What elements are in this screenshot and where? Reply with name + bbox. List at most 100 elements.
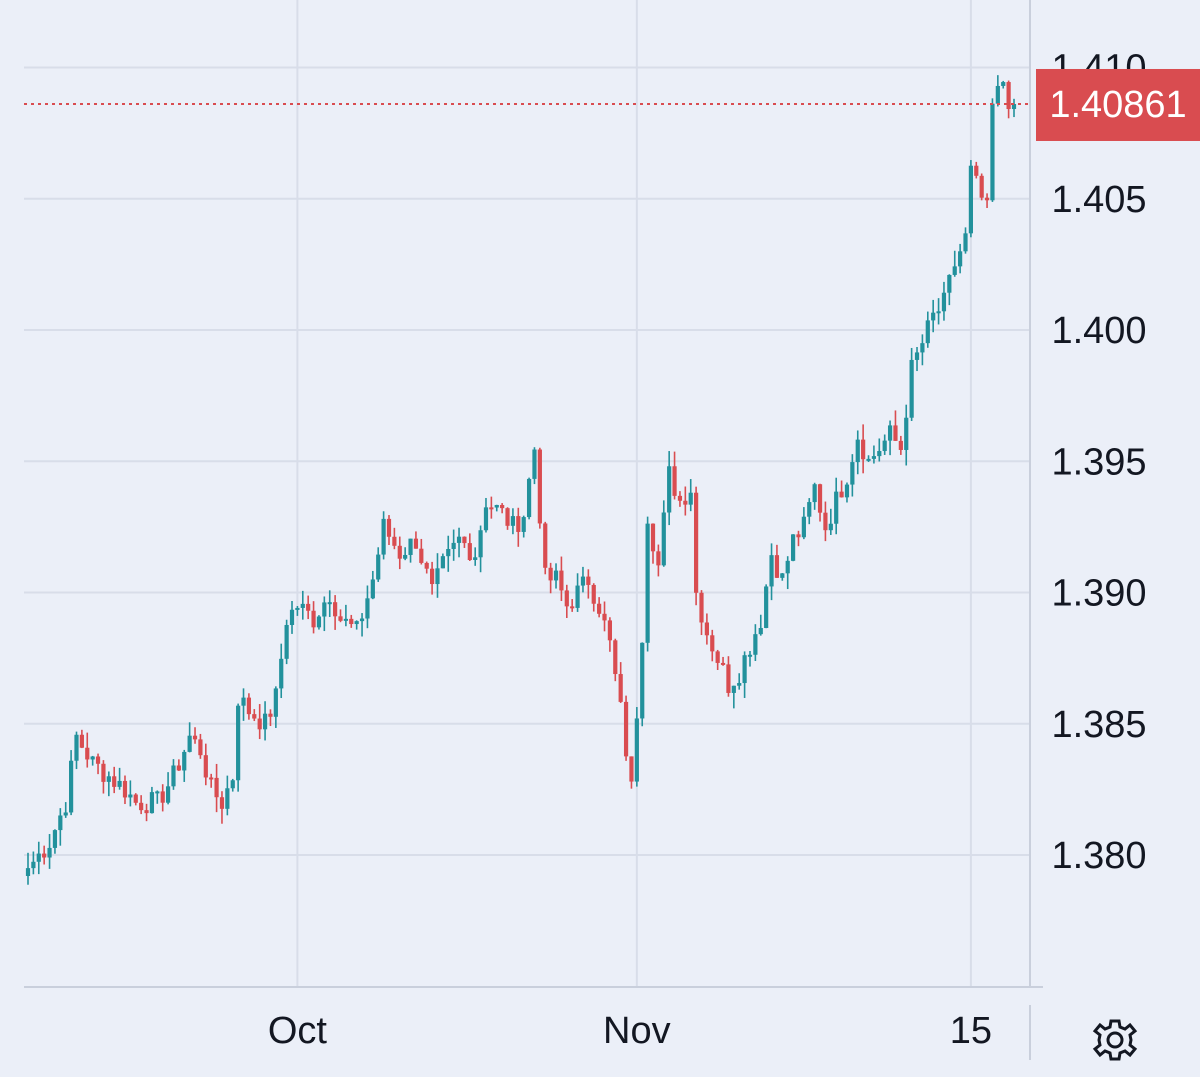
candle [958,243,963,274]
candle-body [408,538,413,555]
candle-body [586,576,591,585]
candle [69,750,74,816]
candle-body [311,610,316,628]
candle [543,521,548,575]
candle-body [203,755,208,778]
candle-body [155,791,160,794]
candle [790,534,796,562]
candle-body [559,570,564,591]
grid [24,0,1030,987]
candle-body [613,640,618,675]
candle [699,590,704,636]
x-tick-label: 15 [950,1010,992,1052]
candle-body [634,718,639,782]
candle-body [667,466,672,513]
candle-body [419,548,424,563]
candle-body [85,747,90,760]
candle-body [392,536,397,546]
candle [694,486,699,606]
candle-body [354,621,359,625]
candle [236,703,241,792]
candle-body [521,517,526,532]
candle-body [828,523,833,531]
candle-body [677,495,683,501]
candle-body [597,603,602,614]
candle-body [887,425,893,441]
candle [623,695,629,761]
candle-body [473,557,478,560]
candle [214,763,219,813]
candle [435,553,440,598]
candle [376,547,381,582]
candle-body [731,685,736,693]
candle-body [176,765,181,771]
candle-body [106,776,111,782]
candle [877,438,882,462]
candle-body [925,320,930,344]
candle-body [413,538,419,549]
candle [979,173,984,201]
candle-body [268,713,273,717]
candle [731,685,736,709]
candle [359,613,365,637]
candle-body [117,780,122,787]
candle [548,562,553,594]
candle-body [365,598,370,619]
candle-body [979,175,984,198]
settings-button[interactable] [1092,1019,1138,1061]
candle [165,772,171,805]
candle [785,556,790,590]
candle [688,479,693,512]
candle-body [300,603,305,608]
candle-body [984,197,990,201]
candle-body [192,735,198,740]
candle [338,609,343,623]
candle [564,584,569,619]
candle-body [726,664,731,693]
candle [47,834,52,869]
candle-body [817,484,823,513]
candle-body [672,466,677,496]
candle-body [101,763,106,782]
candle-body [128,794,133,798]
candle [349,614,354,628]
candle-body [42,853,47,858]
candle-body [920,343,925,353]
candle-body [661,512,666,566]
candle [1001,80,1006,89]
candle-body [112,776,117,787]
candle [704,613,709,645]
candle-body [198,739,203,756]
candle [597,597,602,618]
candle-body [279,658,284,689]
candle-body [688,492,693,505]
candle [941,281,947,321]
candle-body [25,868,31,876]
candle-body [602,613,607,621]
candle-body [160,791,165,803]
candle-body [494,504,499,508]
candle-body [548,567,553,581]
candle [823,501,828,542]
y-tick-label: 1.400 [1051,310,1146,352]
candle-body [753,634,758,655]
candle [300,590,305,620]
candle [225,775,230,816]
candle [855,430,860,475]
candle-body [516,516,521,532]
y-tick-label: 1.380 [1051,835,1146,877]
candle-body [79,734,84,748]
candle-body [284,624,289,659]
candle-body [63,812,68,816]
candle-body [694,492,699,593]
candle [726,656,731,697]
candle-body [381,518,386,555]
candle-body [74,734,79,761]
candle-body [758,627,763,635]
candle-body [133,794,138,803]
candle [489,496,494,519]
candle [753,624,758,662]
candle [403,547,408,561]
